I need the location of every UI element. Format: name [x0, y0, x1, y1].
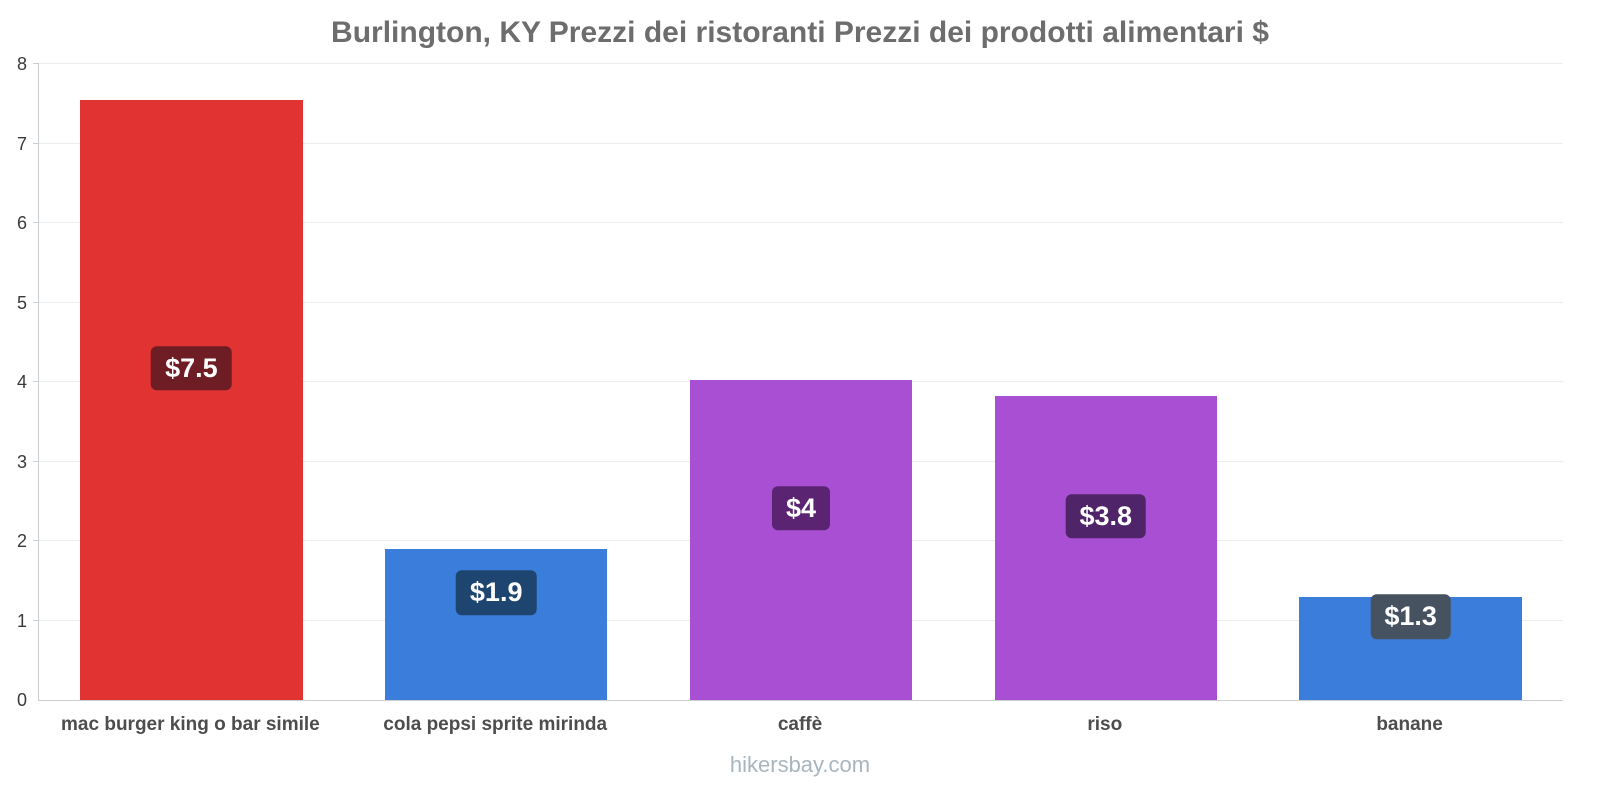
value-label: $1.9 [455, 570, 537, 615]
x-axis-labels: mac burger king o bar simile cola pepsi s… [38, 714, 1562, 744]
gridline [33, 222, 1563, 223]
gridline [33, 63, 1563, 64]
watermark: hikersbay.com [729, 752, 871, 777]
x-tick-label: caffè [777, 714, 823, 735]
x-tick-label: banane [1376, 714, 1443, 735]
y-tick-label: 2 [16, 531, 27, 551]
value-label: $7.5 [151, 345, 232, 391]
y-tick-label: 5 [16, 292, 27, 313]
bar-2 [689, 380, 913, 700]
bar-3 [994, 396, 1218, 700]
y-tick-label: 8 [16, 54, 27, 74]
value-label: $4 [771, 486, 831, 531]
x-tick-label: mac burger king o bar simile [61, 714, 320, 735]
plot-area: 0 1 2 3 4 5 6 7 8 $7.5 $1.9 $4 $3.8 $1.3 [17, 55, 1563, 709]
y-tick-label: 1 [16, 610, 27, 631]
y-tick-label: 7 [16, 133, 27, 154]
y-tick-label: 3 [16, 451, 27, 472]
bar-0 [80, 99, 303, 700]
chart-title: Burlington, KY Prezzi dei ristoranti Pre… [331, 16, 1269, 49]
y-tick-label: 0 [16, 690, 27, 710]
gridline [33, 301, 1563, 303]
gridline [33, 142, 1563, 144]
value-label: $3.8 [1065, 494, 1147, 539]
x-tick-label: cola pepsi sprite mirinda [383, 714, 608, 735]
x-tick-label: riso [1087, 714, 1123, 735]
y-tick-label: 6 [16, 213, 27, 233]
value-label: $1.3 [1370, 594, 1451, 639]
y-tick-label: 4 [16, 372, 27, 392]
